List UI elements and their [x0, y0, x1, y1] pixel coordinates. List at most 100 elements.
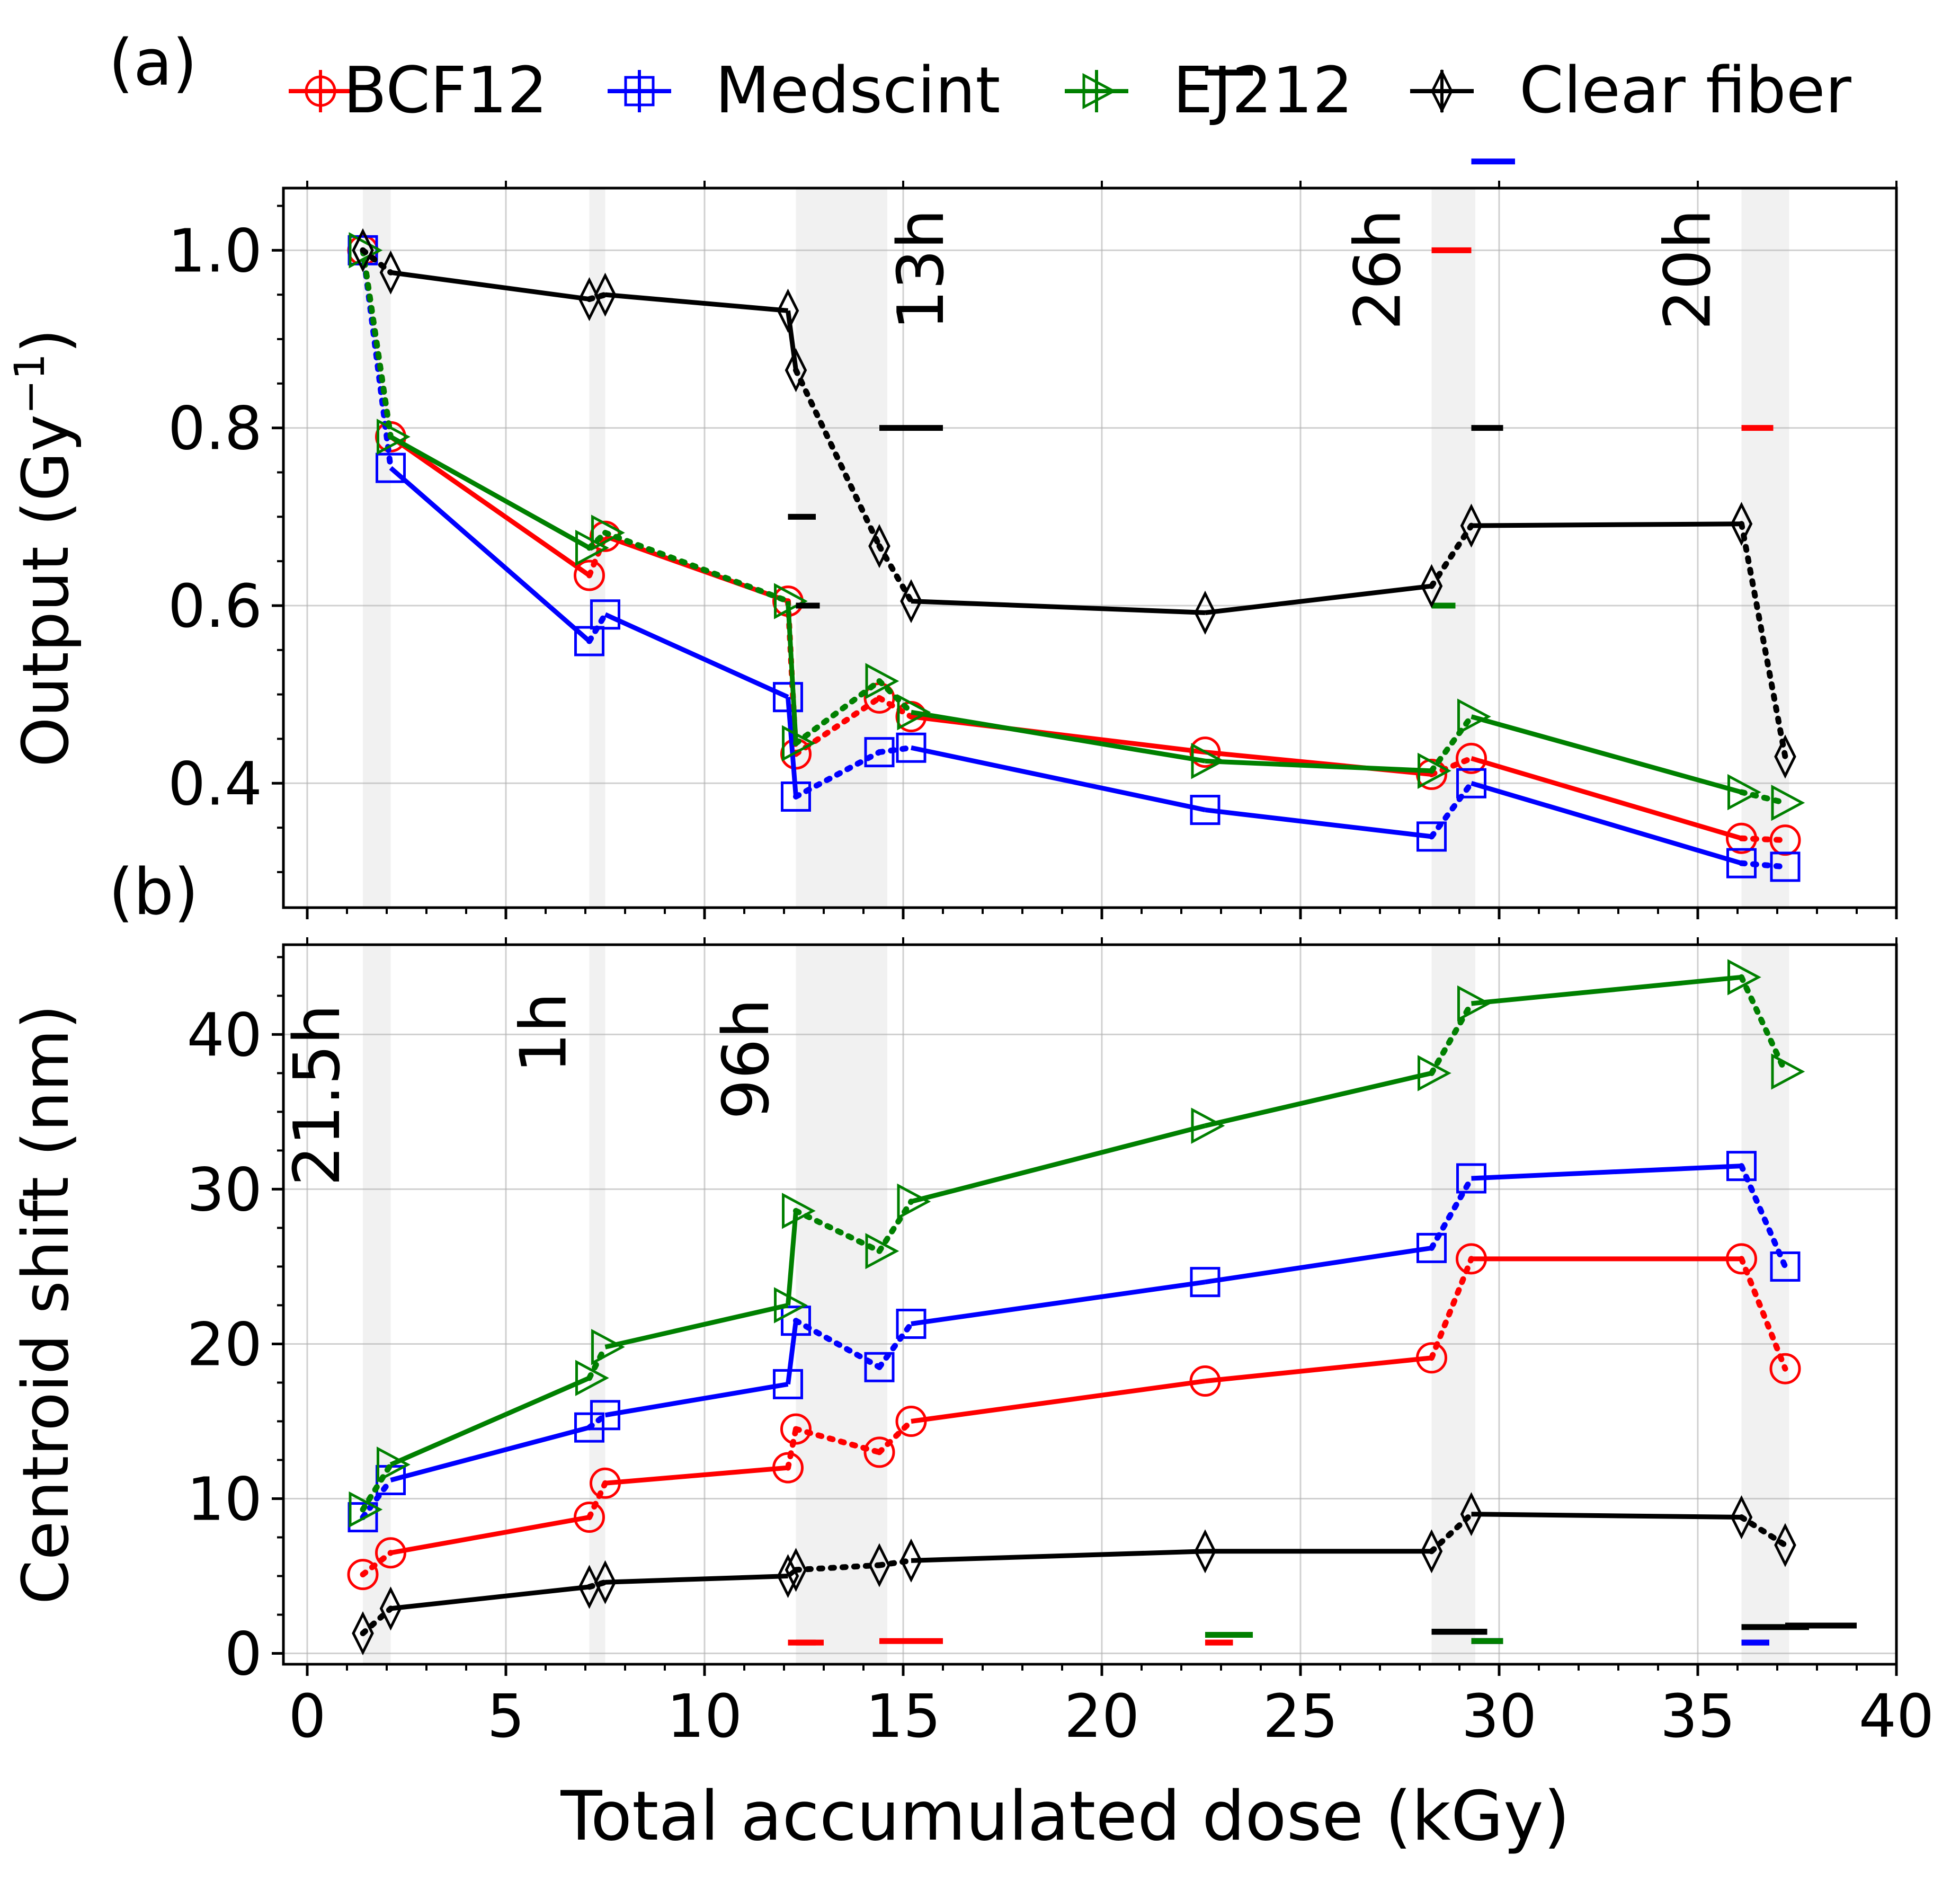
series-segment — [1471, 1164, 1742, 1181]
series-segment — [389, 434, 591, 578]
data-point — [780, 1413, 812, 1445]
panel-centroid-shift: 21.5h 1h 96h 0 10 20 30 40 0 5 10 15 20 25 30 35 40 C… — [10, 937, 1934, 1751]
series-segment-dotted — [876, 744, 914, 756]
series-segment-dotted — [793, 1562, 883, 1573]
data-point — [781, 781, 811, 812]
data-point — [574, 560, 605, 591]
series-segment — [605, 1574, 788, 1585]
data-point — [1771, 1053, 1805, 1090]
series-segment — [1205, 807, 1432, 839]
data-point — [591, 514, 625, 551]
data-point — [865, 663, 899, 699]
annotation-13h: 13h — [885, 209, 958, 330]
data-point — [377, 419, 411, 455]
data-point — [897, 1183, 931, 1220]
data-point — [774, 1287, 808, 1324]
data-point — [772, 1452, 804, 1484]
series-segment — [1471, 1512, 1742, 1520]
data-point — [1727, 774, 1761, 811]
y-tick-label: 1.0 — [168, 217, 262, 286]
y-tick-label: 0.6 — [168, 572, 262, 641]
legend-marker — [1431, 69, 1453, 113]
data-point — [1456, 1243, 1487, 1275]
series-segment-dotted — [876, 678, 914, 715]
axis-a: 0.4 0.6 0.8 1.0 — [168, 181, 1898, 919]
shaded-band — [363, 945, 391, 1664]
data-point — [781, 1306, 811, 1336]
legend-label-medscint: Medscint — [715, 54, 1000, 128]
data-point — [897, 694, 931, 731]
data-point — [1420, 564, 1443, 608]
series-segment — [1205, 1245, 1432, 1285]
data-point — [347, 1559, 379, 1591]
x-tick-label: 25 — [1263, 1682, 1339, 1751]
y-tick-label: 30 — [186, 1156, 262, 1224]
data-point — [352, 228, 374, 272]
legend-marker — [305, 75, 336, 107]
data-point — [864, 1352, 895, 1382]
series-segment-dotted — [785, 1426, 799, 1471]
data-point — [1460, 1492, 1483, 1537]
series-segment-dotted — [360, 247, 394, 276]
series-segment-dotted — [876, 1418, 914, 1455]
series-segment-dotted — [1739, 1163, 1788, 1270]
x-tick-label: 35 — [1660, 1682, 1736, 1751]
series-segment — [911, 1280, 1206, 1326]
legend-label-ej212: EJ212 — [1173, 54, 1353, 128]
legend-label-clear-fiber: Clear fiber — [1519, 54, 1852, 128]
data-point — [1190, 1267, 1220, 1298]
data-point — [900, 579, 922, 624]
series-segment — [389, 466, 591, 643]
series-segment — [390, 270, 590, 302]
data-point — [590, 1467, 621, 1499]
data-point — [1770, 1251, 1801, 1282]
legend-symbol-clear-fiber — [1410, 69, 1474, 113]
series-segment — [786, 697, 798, 797]
data-point — [896, 732, 926, 763]
data-point — [1769, 1353, 1801, 1384]
data-point — [1774, 1523, 1796, 1567]
legend-item-bcf12: BCF12 — [289, 54, 548, 128]
data-point — [900, 1538, 922, 1583]
panel-label-b: (b) — [109, 856, 199, 929]
series-segment-dotted — [876, 1321, 914, 1370]
series-segment — [1471, 756, 1742, 841]
data-point — [349, 232, 383, 269]
legend-marker — [624, 76, 655, 106]
data-point — [785, 1548, 807, 1592]
series-segment-dotted — [1429, 1175, 1474, 1251]
x-tick-label: 10 — [667, 1682, 743, 1751]
series-segment — [390, 1515, 590, 1556]
series-segment-dotted — [1739, 835, 1788, 844]
series-segment — [604, 1381, 789, 1418]
series-segment-dotted — [793, 367, 883, 549]
series-segment-dotted — [1739, 1256, 1788, 1372]
legend-label-bcf12: BCF12 — [343, 54, 548, 128]
series-ej212 — [349, 232, 1805, 821]
y-tick-label: 0 — [225, 1620, 262, 1689]
panel-label-a: (a) — [109, 26, 197, 100]
y-tick-label: 20 — [186, 1310, 262, 1379]
x-tick-label: 15 — [866, 1682, 941, 1751]
data-point — [1189, 736, 1221, 768]
data-point — [1774, 734, 1796, 779]
series-segment-dotted — [586, 1344, 608, 1381]
series-segment — [389, 434, 591, 550]
data-point — [1418, 1055, 1451, 1091]
shaded-band — [589, 945, 605, 1664]
plot-frame-a — [282, 187, 1898, 909]
legend-item-clear-fiber: Clear fiber — [1410, 54, 1852, 128]
series-segment — [1471, 714, 1742, 795]
data-point — [1456, 1163, 1486, 1194]
series-segment — [911, 1379, 1206, 1424]
annotation-20h: 20h — [1652, 209, 1725, 330]
data-point — [1457, 698, 1491, 735]
y-axis-label-centroid-shift: Centroid shift (nm) — [10, 1005, 83, 1604]
data-point — [574, 1502, 605, 1533]
y-tick-label: 40 — [186, 1001, 262, 1070]
annotation-96h: 96h — [710, 998, 783, 1120]
data-point — [1416, 1342, 1447, 1374]
x-tick-label: 40 — [1859, 1682, 1935, 1751]
y-tick-label: 10 — [186, 1466, 262, 1534]
